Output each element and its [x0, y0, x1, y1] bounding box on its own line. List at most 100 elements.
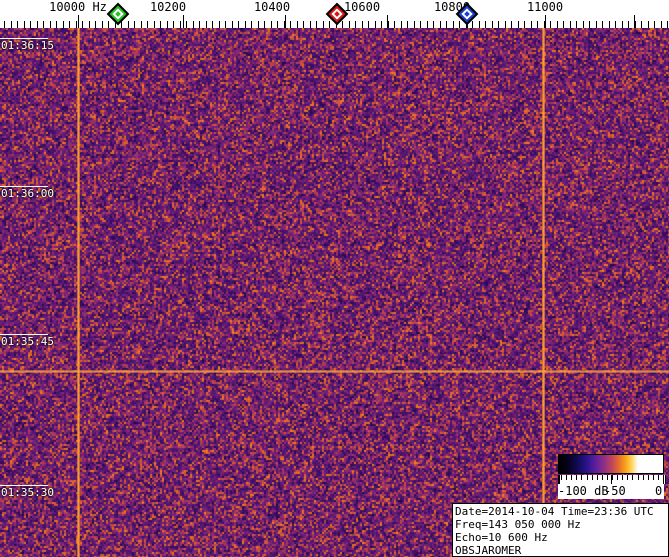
time-tick-label: 01:35:30: [1, 487, 54, 498]
frequency-minor-tick: [245, 21, 246, 28]
marker-green-icon[interactable]: [107, 3, 130, 26]
frequency-minor-tick: [134, 21, 135, 28]
frequency-minor-tick: [290, 21, 291, 28]
frequency-minor-tick: [76, 21, 77, 28]
colorbar-minor-tick: [592, 475, 593, 480]
frequency-minor-tick: [537, 21, 538, 28]
frequency-minor-tick: [362, 21, 363, 28]
colorbar-minor-tick: [617, 475, 618, 480]
frequency-minor-tick: [563, 21, 564, 28]
frequency-minor-tick: [648, 21, 649, 28]
frequency-minor-tick: [602, 21, 603, 28]
colorbar-minor-tick: [561, 475, 562, 480]
marker-inner-outline: [112, 8, 123, 19]
frequency-minor-tick: [238, 21, 239, 28]
frequency-major-tick: [183, 15, 184, 28]
frequency-minor-tick: [206, 21, 207, 28]
frequency-minor-tick: [63, 21, 64, 28]
colorbar-minor-tick: [622, 475, 623, 480]
frequency-minor-tick: [440, 21, 441, 28]
frequency-minor-tick: [427, 21, 428, 28]
frequency-minor-tick: [557, 21, 558, 28]
time-tick-label: 01:36:15: [1, 40, 54, 51]
frequency-minor-tick: [635, 21, 636, 28]
colorbar-tick-label: -50: [604, 485, 626, 497]
frequency-minor-tick: [511, 21, 512, 28]
frequency-minor-tick: [199, 21, 200, 28]
frequency-minor-tick: [453, 21, 454, 28]
colorbar-minor-tick: [643, 475, 644, 480]
frequency-minor-tick: [518, 21, 519, 28]
frequency-minor-tick: [498, 21, 499, 28]
frequency-minor-tick: [108, 21, 109, 28]
frequency-major-tick: [387, 15, 388, 28]
colorbar-minor-tick: [597, 475, 598, 480]
frequency-minor-tick: [141, 21, 142, 28]
frequency-minor-tick: [37, 21, 38, 28]
frequency-minor-tick: [167, 21, 168, 28]
frequency-major-tick: [634, 15, 635, 28]
info-line-frequency: Freq=143 050 000 Hz: [455, 518, 666, 531]
frequency-minor-tick: [316, 21, 317, 28]
frequency-minor-tick: [160, 21, 161, 28]
colorbar-minor-tick: [648, 475, 649, 480]
frequency-minor-tick: [212, 21, 213, 28]
colorbar-minor-tick: [658, 475, 659, 480]
info-line-date-time: Date=2014-10-04 Time=23:36 UTC: [455, 505, 666, 518]
colorbar-minor-tick: [653, 475, 654, 480]
info-line-observer: OBSJAROMER: [455, 544, 666, 557]
frequency-tick-label: 11000: [527, 1, 563, 13]
frequency-minor-tick: [258, 21, 259, 28]
colorbar-minor-tick: [576, 475, 577, 480]
frequency-minor-tick: [102, 21, 103, 28]
frequency-minor-tick: [583, 21, 584, 28]
frequency-minor-tick: [232, 21, 233, 28]
frequency-minor-tick: [95, 21, 96, 28]
frequency-major-tick: [285, 15, 286, 28]
frequency-minor-tick: [667, 21, 668, 28]
frequency-axis: 10000 Hz 10200 10400 10600 10800 11000: [0, 0, 669, 28]
frequency-tick-label: 10200: [150, 1, 186, 13]
frequency-minor-tick: [82, 21, 83, 28]
frequency-minor-tick: [271, 21, 272, 28]
frequency-minor-tick: [355, 21, 356, 28]
frequency-minor-tick: [446, 21, 447, 28]
frequency-minor-tick: [433, 21, 434, 28]
frequency-minor-tick: [596, 21, 597, 28]
frequency-minor-tick: [368, 21, 369, 28]
frequency-minor-tick: [219, 21, 220, 28]
colorbar-tick-marks: [558, 475, 666, 484]
frequency-minor-tick: [225, 21, 226, 28]
frequency-minor-tick: [479, 21, 480, 28]
frequency-minor-tick: [89, 21, 90, 28]
frequency-minor-tick: [193, 21, 194, 28]
frequency-minor-tick: [173, 21, 174, 28]
frequency-minor-tick: [69, 21, 70, 28]
frequency-minor-tick: [505, 21, 506, 28]
frequency-minor-tick: [30, 21, 31, 28]
colorbar-minor-tick: [632, 475, 633, 480]
frequency-minor-tick: [251, 21, 252, 28]
frequency-minor-tick: [628, 21, 629, 28]
colorbar-minor-tick: [566, 475, 567, 480]
frequency-major-tick: [78, 15, 79, 28]
time-tick-label: 01:36:00: [1, 188, 54, 199]
frequency-minor-tick: [323, 21, 324, 28]
carrier-trace: [542, 28, 545, 557]
frequency-minor-tick: [310, 21, 311, 28]
frequency-tick-label: 10000 Hz: [49, 1, 107, 13]
colorbar-minor-tick: [587, 475, 588, 480]
frequency-minor-tick: [17, 21, 18, 28]
colorbar-tick-label: -100 dB: [558, 485, 609, 497]
frequency-minor-tick: [472, 21, 473, 28]
frequency-minor-tick: [615, 21, 616, 28]
frequency-major-tick: [545, 15, 546, 28]
info-panel: Date=2014-10-04 Time=23:36 UTC Freq=143 …: [452, 503, 669, 557]
colorbar-tick-label: 0: [655, 485, 662, 497]
frequency-minor-tick: [342, 21, 343, 28]
frequency-minor-tick: [11, 21, 12, 28]
frequency-minor-tick: [622, 21, 623, 28]
frequency-minor-tick: [4, 21, 5, 28]
info-line-echo: Echo=10 600 Hz: [455, 531, 666, 544]
frequency-minor-tick: [570, 21, 571, 28]
